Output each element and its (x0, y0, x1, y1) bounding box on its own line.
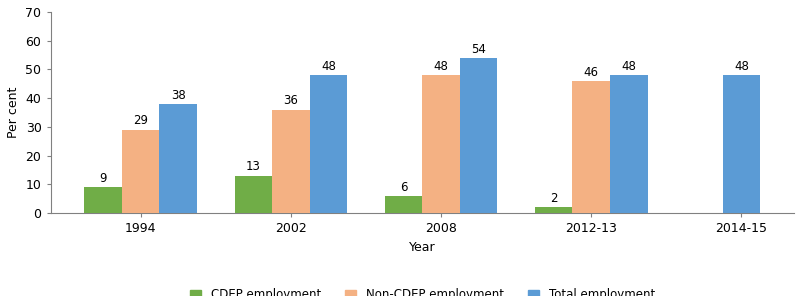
Text: 48: 48 (433, 60, 449, 73)
Bar (272, 110, 310, 213)
Text: 48: 48 (321, 60, 336, 73)
Bar (122, 130, 159, 213)
Bar (460, 58, 497, 213)
Bar (384, 196, 422, 213)
Bar (235, 176, 272, 213)
Text: 29: 29 (133, 115, 148, 128)
Text: 2: 2 (550, 192, 557, 205)
Bar (159, 104, 197, 213)
Text: 6: 6 (400, 181, 407, 194)
Text: 36: 36 (284, 94, 298, 107)
Bar (610, 75, 647, 213)
Y-axis label: Per cent: Per cent (7, 87, 20, 138)
Bar (84, 187, 122, 213)
Bar (723, 75, 760, 213)
X-axis label: Year: Year (409, 241, 436, 254)
Bar (422, 75, 460, 213)
Text: 38: 38 (171, 89, 186, 102)
Text: 48: 48 (734, 60, 749, 73)
Text: 13: 13 (246, 160, 261, 173)
Bar (310, 75, 347, 213)
Legend: CDEP employment, Non-CDEP employment, Total employment: CDEP employment, Non-CDEP employment, To… (185, 283, 660, 296)
Bar (535, 207, 573, 213)
Text: 9: 9 (99, 172, 107, 185)
Text: 48: 48 (622, 60, 636, 73)
Bar (573, 81, 610, 213)
Text: 54: 54 (471, 43, 486, 56)
Text: 46: 46 (584, 66, 599, 79)
